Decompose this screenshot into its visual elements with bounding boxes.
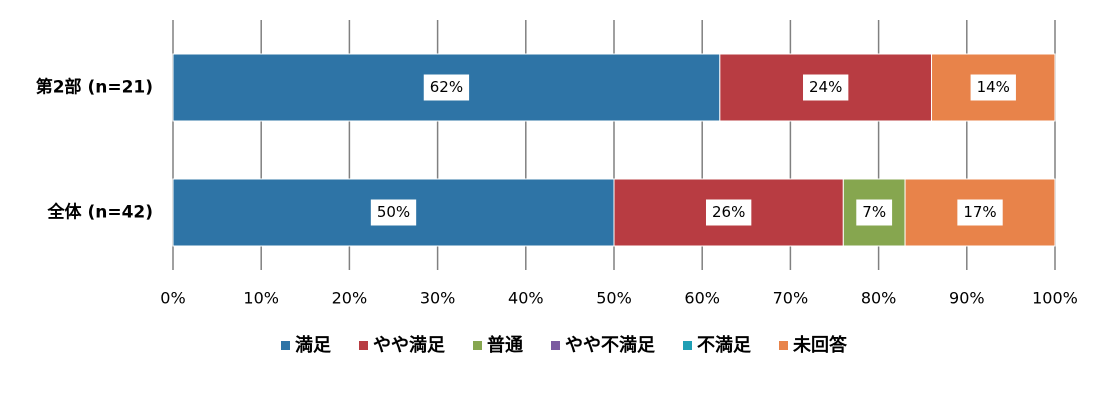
value-label: 62% (430, 78, 463, 96)
legend-item: 満足 (281, 334, 331, 356)
legend-label: 不満足 (697, 334, 751, 356)
x-tick-label: 0% (160, 289, 185, 308)
x-tick-label: 50% (596, 289, 632, 308)
x-tick-label: 60% (684, 289, 720, 308)
value-labels: 62% 24% 14% 50% 26% 7% 17% (370, 74, 1016, 226)
legend: 満足 やや満足 普通 やや不満足 不満足 未回答 (281, 334, 848, 356)
value-label-box (803, 74, 849, 101)
legend-swatch (281, 341, 290, 350)
legend-label: 未回答 (793, 334, 848, 356)
legend-swatch (473, 341, 482, 350)
value-label-box (856, 199, 893, 226)
value-label: 14% (977, 78, 1010, 96)
legend-item: やや満足 (359, 334, 445, 356)
value-label: 50% (377, 203, 410, 221)
value-label-box (705, 199, 752, 226)
y-tick-label: 第2部 (n=21) (36, 77, 153, 98)
legend-label: やや満足 (373, 334, 445, 356)
x-tick-label: 70% (773, 289, 809, 308)
legend-item: 未回答 (779, 334, 848, 356)
value-label: 17% (963, 203, 996, 221)
bar-segment (842, 178, 906, 247)
legend-label: やや不満足 (565, 334, 655, 356)
value-label-box (957, 199, 1003, 226)
x-tick-label: 30% (420, 289, 456, 308)
value-label: 26% (712, 203, 745, 221)
legend-label: 普通 (487, 334, 523, 356)
legend-swatch (359, 341, 368, 350)
x-tick-label: 40% (508, 289, 544, 308)
x-tick-label: 100% (1032, 289, 1078, 308)
value-label: 24% (809, 78, 842, 96)
legend-swatch (551, 341, 560, 350)
x-tick-label: 20% (332, 289, 368, 308)
value-label-box (370, 199, 417, 226)
x-tick-label: 90% (949, 289, 985, 308)
legend-item: 不満足 (683, 334, 751, 356)
x-tick-label: 10% (243, 289, 279, 308)
legend-label: 満足 (295, 334, 331, 356)
value-label-box (423, 74, 470, 101)
value-label-box (970, 74, 1016, 101)
legend-item: 普通 (473, 334, 523, 356)
x-tick-label: 80% (861, 289, 897, 308)
legend-swatch (683, 341, 692, 350)
legend-swatch (779, 341, 788, 350)
y-tick-label: 全体 (n=42) (47, 202, 153, 223)
value-label: 7% (862, 203, 886, 221)
legend-item: やや不満足 (551, 334, 655, 356)
